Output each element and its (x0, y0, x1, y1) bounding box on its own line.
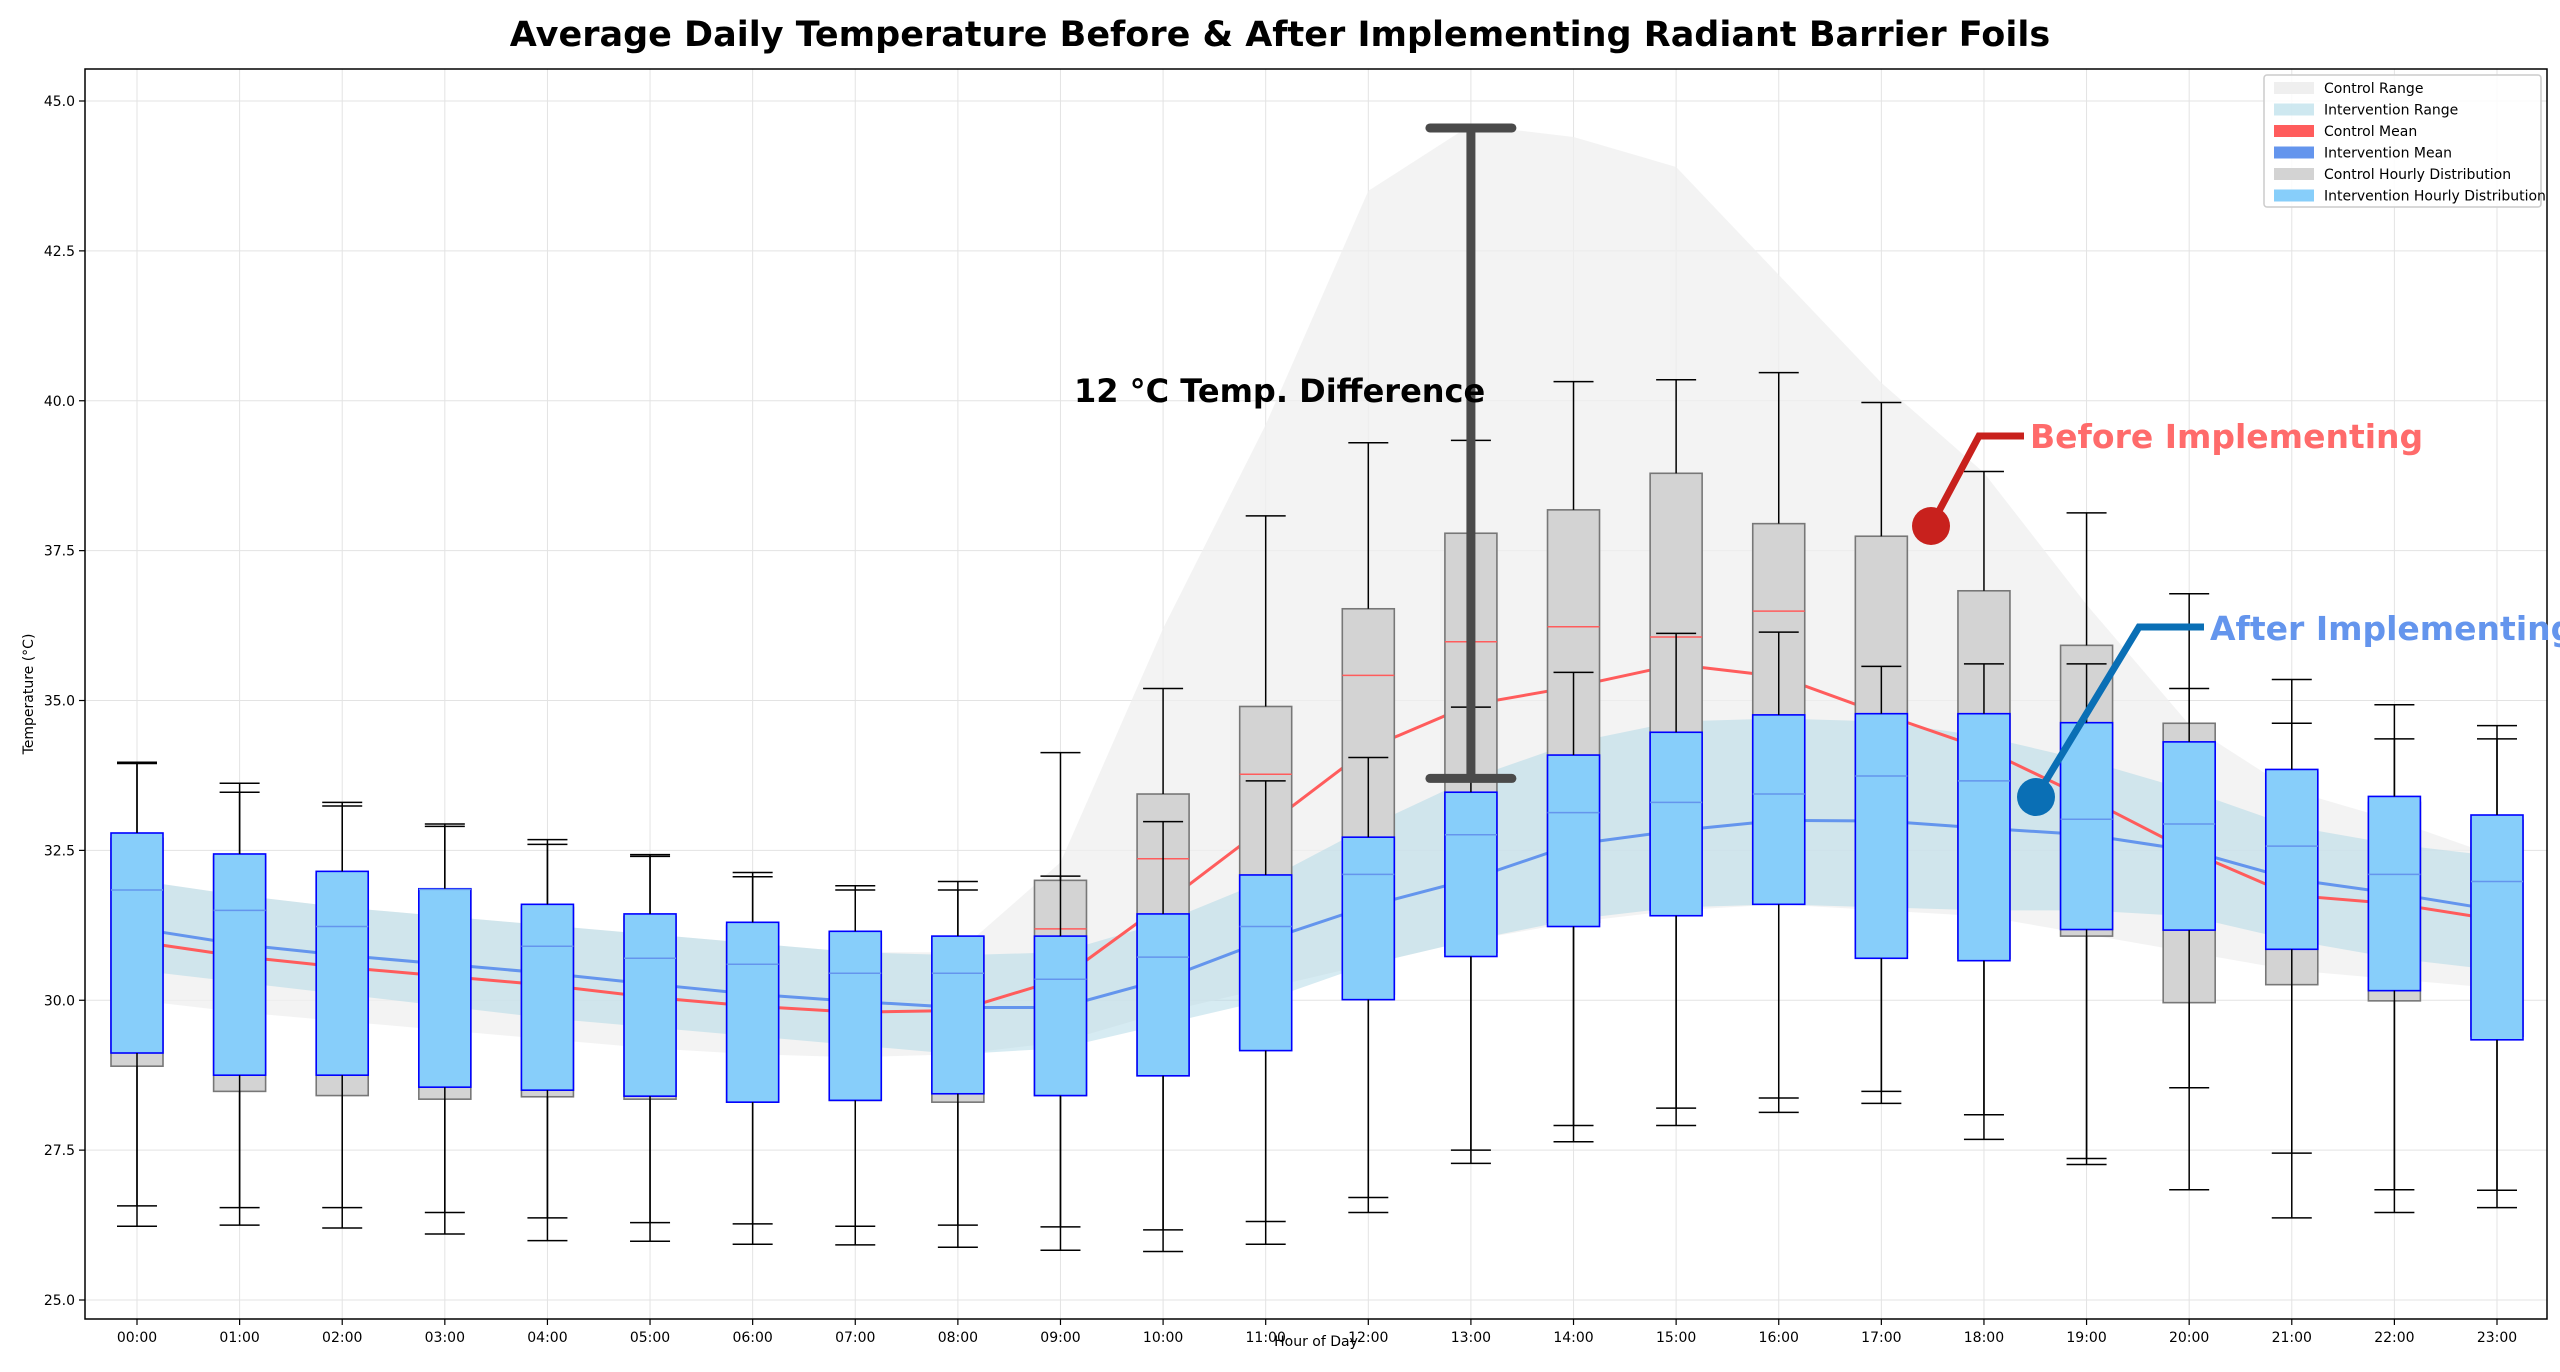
legend-label: Control Mean (2324, 124, 2417, 140)
intervention-box (1444, 791, 1498, 958)
legend-frame (2263, 74, 2542, 208)
x-tick-label: 08:00 (938, 1330, 978, 1346)
intervention-box (2470, 814, 2524, 1041)
annotations: 12 °C Temp. Difference Before Implementi… (1074, 123, 2560, 816)
x-tick-label: 17:00 (1861, 1330, 1901, 1346)
legend: Control Range Intervention Range Control M… (2263, 74, 2546, 208)
intervention-box (1957, 712, 2011, 962)
intervention-box (1238, 874, 1293, 1052)
intervention-box (2162, 741, 2216, 931)
legend-swatch (2274, 103, 2314, 116)
x-tick-label: 07:00 (835, 1330, 875, 1346)
x-tick-label: 12:00 (1348, 1330, 1388, 1346)
x-tick-label: 10:00 (1143, 1330, 1183, 1346)
x-tick-label: 13:00 (1451, 1330, 1491, 1346)
x-tick-label: 21:00 (2272, 1330, 2312, 1346)
x-tick-label: 18:00 (1964, 1330, 2004, 1346)
intervention-box (828, 930, 883, 1102)
x-tick-label: 00:00 (117, 1330, 157, 1346)
difference-label: 12 °C Temp. Difference (1074, 372, 1485, 410)
plot-frame (84, 68, 2548, 1320)
intervention-box (1341, 836, 1396, 1001)
box-plots (110, 371, 2524, 1253)
legend-swatch (2274, 125, 2314, 137)
intervention-box (212, 853, 267, 1076)
before-pointer-line (1927, 432, 2024, 528)
chart-title: Average Daily Temperature Before & After… (510, 15, 2050, 55)
intervention-box (315, 870, 370, 1076)
x-tick-label: 01:00 (219, 1330, 259, 1346)
y-tick-label: 40.0 (44, 394, 75, 410)
after-pointer-dot (2017, 778, 2055, 816)
before-pointer-dot (1912, 507, 1950, 545)
legend-swatch (2274, 146, 2314, 159)
before-label: Before Implementing (2030, 417, 2423, 456)
legend-swatch (2274, 82, 2314, 94)
legend-label: Intervention Hourly Distribution (2324, 189, 2546, 205)
intervention-box (1136, 913, 1190, 1077)
y-tick-label: 42.5 (44, 244, 75, 260)
intervention-box (623, 913, 677, 1097)
legend-swatch (2274, 189, 2314, 202)
y-tick-label: 37.5 (44, 544, 75, 560)
x-tick-label: 22:00 (2374, 1330, 2414, 1346)
x-tick-label: 09:00 (1040, 1330, 1080, 1346)
x-tick-label: 16:00 (1759, 1330, 1799, 1346)
after-pointer-line (2033, 623, 2204, 799)
intervention-box (520, 903, 575, 1091)
x-tick-label: 23:00 (2477, 1330, 2517, 1346)
legend-label: Intervention Range (2324, 103, 2458, 119)
x-axis-ticks: 00:00 01:00 02:00 03:00 04:00 05:00 06:00 07:00… (117, 1319, 2517, 1346)
x-tick-label: 04:00 (527, 1330, 567, 1346)
y-tick-label: 30.0 (44, 993, 75, 1009)
legend-label: Intervention Mean (2324, 146, 2452, 162)
y-tick-label: 27.5 (44, 1143, 75, 1159)
intervention-box (1751, 714, 1806, 906)
x-tick-label: 19:00 (2066, 1330, 2106, 1346)
y-tick-label: 25.0 (44, 1293, 75, 1309)
intervention-box (2059, 721, 2114, 931)
intervention-box (110, 832, 164, 1054)
x-tick-label: 03:00 (425, 1330, 465, 1346)
after-label: After Implementing (2210, 609, 2560, 648)
legend-label: Control Hourly Distribution (2324, 167, 2511, 183)
y-tick-label: 32.5 (44, 843, 75, 859)
legend-label: Control Range (2324, 81, 2423, 97)
intervention-box (931, 935, 985, 1095)
x-tick-label: 20:00 (2169, 1330, 2209, 1346)
range-bands (137, 124, 2497, 1058)
y-axis-label: Temperature (°C) (21, 634, 37, 756)
y-axis-ticks: 25.0 27.5 30.0 32.5 35.0 37.5 40.0 42.5 45.0 (44, 94, 85, 1309)
intervention-box (418, 887, 472, 1088)
intervention-box (1649, 731, 1703, 917)
y-tick-label: 35.0 (44, 694, 75, 710)
intervention-box (2264, 768, 2319, 951)
intervention-box (1033, 935, 1088, 1097)
x-tick-label: 05:00 (630, 1330, 670, 1346)
intervention-box (725, 921, 780, 1103)
x-tick-label: 11:00 (1246, 1330, 1286, 1346)
y-tick-label: 45.0 (44, 94, 75, 110)
intervention-box (2367, 795, 2422, 992)
x-tick-label: 02:00 (322, 1330, 362, 1346)
x-tick-label: 14:00 (1553, 1330, 1593, 1346)
intervention-box (1546, 754, 1601, 928)
legend-swatch (2274, 168, 2314, 180)
intervention-box (1854, 712, 1909, 960)
x-tick-label: 15:00 (1656, 1330, 1696, 1346)
x-axis-label: Hour of Day (1274, 1334, 1358, 1350)
x-tick-label: 06:00 (732, 1330, 772, 1346)
